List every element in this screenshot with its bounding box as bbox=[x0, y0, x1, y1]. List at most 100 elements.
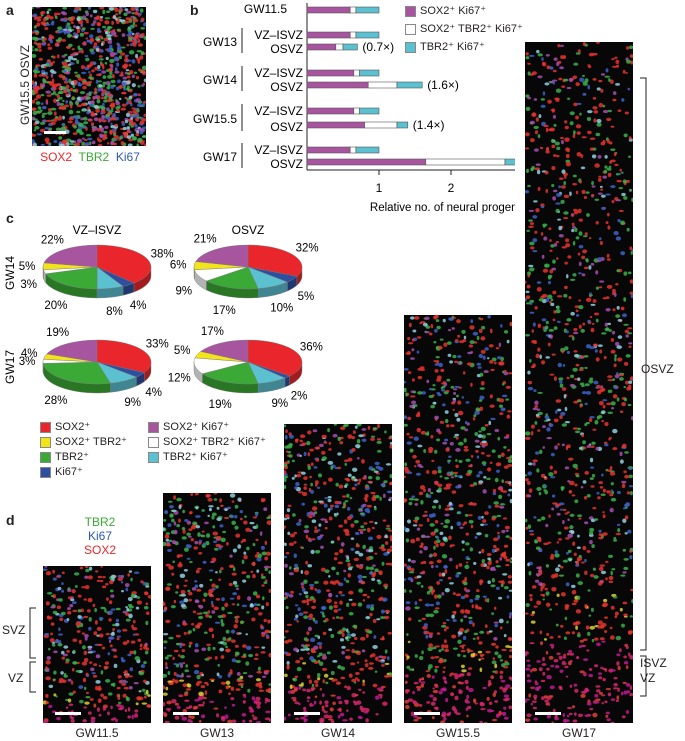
cell-dot bbox=[416, 336, 422, 339]
cell-dot bbox=[355, 564, 360, 567]
cell-dot bbox=[409, 404, 415, 408]
cell-dot bbox=[133, 682, 139, 685]
cell-dot bbox=[608, 575, 614, 581]
cell-dot bbox=[463, 581, 468, 586]
cell-dot bbox=[528, 209, 535, 212]
legend-c-item-tbr2: TBR2⁺ bbox=[40, 450, 89, 463]
cell-dot bbox=[106, 142, 110, 145]
cell-dot bbox=[529, 669, 533, 673]
cell-dot bbox=[494, 477, 499, 483]
cell-dot bbox=[502, 711, 507, 716]
cell-dot bbox=[573, 331, 579, 335]
panel-letter-c: c bbox=[6, 210, 14, 226]
cell-dot bbox=[212, 646, 216, 651]
cell-dot bbox=[218, 578, 221, 582]
cell-dot bbox=[590, 607, 594, 613]
cell-dot bbox=[562, 364, 566, 367]
cell-dot bbox=[295, 717, 300, 720]
cell-dot bbox=[497, 654, 502, 659]
cell-dot bbox=[50, 622, 55, 626]
cell-dot bbox=[589, 445, 595, 448]
cell-dot bbox=[614, 163, 619, 166]
cell-dot bbox=[528, 570, 532, 576]
cell-dot bbox=[584, 471, 589, 475]
cell-dot bbox=[555, 88, 562, 93]
cell-dot bbox=[328, 592, 333, 598]
cell-dot bbox=[93, 42, 98, 46]
cell-dot bbox=[406, 665, 411, 669]
cell-dot bbox=[611, 330, 616, 335]
cell-dot bbox=[555, 241, 560, 244]
cell-dot bbox=[630, 294, 633, 299]
cell-dot bbox=[589, 477, 594, 480]
cell-dot bbox=[446, 378, 451, 382]
cell-dot bbox=[288, 572, 294, 576]
cell-dot bbox=[182, 509, 186, 514]
cell-dot bbox=[316, 486, 321, 489]
cell-dot bbox=[535, 546, 541, 550]
cell-dot bbox=[107, 711, 110, 716]
cell-dot bbox=[617, 219, 621, 223]
cell-dot bbox=[299, 439, 303, 443]
cell-dot bbox=[284, 596, 287, 601]
cell-dot bbox=[107, 119, 111, 123]
cell-dot bbox=[328, 575, 331, 578]
cell-dot bbox=[417, 687, 421, 692]
cell-dot bbox=[248, 653, 254, 658]
cell-dot bbox=[409, 436, 414, 439]
cell-dot bbox=[314, 480, 319, 485]
cell-dot bbox=[348, 612, 354, 616]
cell-dot bbox=[534, 420, 538, 425]
cell-dot bbox=[112, 74, 115, 79]
cell-dot bbox=[254, 653, 259, 657]
cell-dot bbox=[221, 606, 225, 611]
cell-dot bbox=[78, 685, 84, 689]
cell-dot bbox=[362, 682, 366, 687]
micrograph-texture bbox=[163, 493, 271, 723]
cell-dot bbox=[612, 596, 618, 599]
cell-dot bbox=[573, 599, 579, 603]
cell-dot bbox=[319, 687, 323, 691]
cell-dot bbox=[573, 327, 578, 332]
cell-dot bbox=[189, 561, 193, 564]
cell-dot bbox=[547, 294, 553, 299]
cell-dot bbox=[546, 147, 549, 152]
cell-dot bbox=[45, 99, 48, 103]
cell-dot bbox=[542, 268, 549, 273]
cell-dot bbox=[481, 461, 487, 465]
image-label-gw11-5: GW11.5 bbox=[75, 726, 119, 740]
cell-dot bbox=[129, 17, 132, 22]
cell-dot bbox=[473, 570, 477, 575]
cell-dot bbox=[306, 602, 310, 606]
cell-dot bbox=[246, 611, 250, 614]
cell-dot bbox=[305, 560, 309, 565]
cell-dot bbox=[167, 680, 173, 683]
cell-dot bbox=[609, 626, 613, 630]
cell-dot bbox=[32, 45, 34, 49]
cell-dot bbox=[497, 531, 500, 535]
cell-dot bbox=[165, 686, 169, 691]
cell-dot bbox=[492, 657, 495, 661]
cell-dot bbox=[179, 664, 184, 668]
cell-dot bbox=[167, 548, 172, 552]
cell-dot bbox=[313, 529, 319, 533]
cell-dot bbox=[555, 665, 560, 669]
scale-bar bbox=[414, 712, 440, 715]
cell-dot bbox=[46, 59, 52, 63]
c-row-label: GW17 bbox=[3, 350, 17, 384]
cell-dot bbox=[355, 444, 361, 449]
cell-dot bbox=[593, 343, 598, 347]
cell-dot bbox=[359, 512, 365, 515]
cell-dot bbox=[56, 30, 63, 34]
cell-dot bbox=[500, 452, 505, 458]
cell-dot bbox=[506, 595, 510, 599]
cell-dot bbox=[103, 136, 108, 139]
cell-dot bbox=[143, 695, 147, 699]
cell-dot bbox=[122, 628, 128, 632]
cell-dot bbox=[577, 595, 581, 600]
cell-dot bbox=[94, 607, 97, 613]
cell-dot bbox=[438, 504, 442, 510]
cell-dot bbox=[605, 560, 609, 563]
cell-dot bbox=[565, 161, 572, 167]
cell-dot bbox=[563, 653, 567, 657]
